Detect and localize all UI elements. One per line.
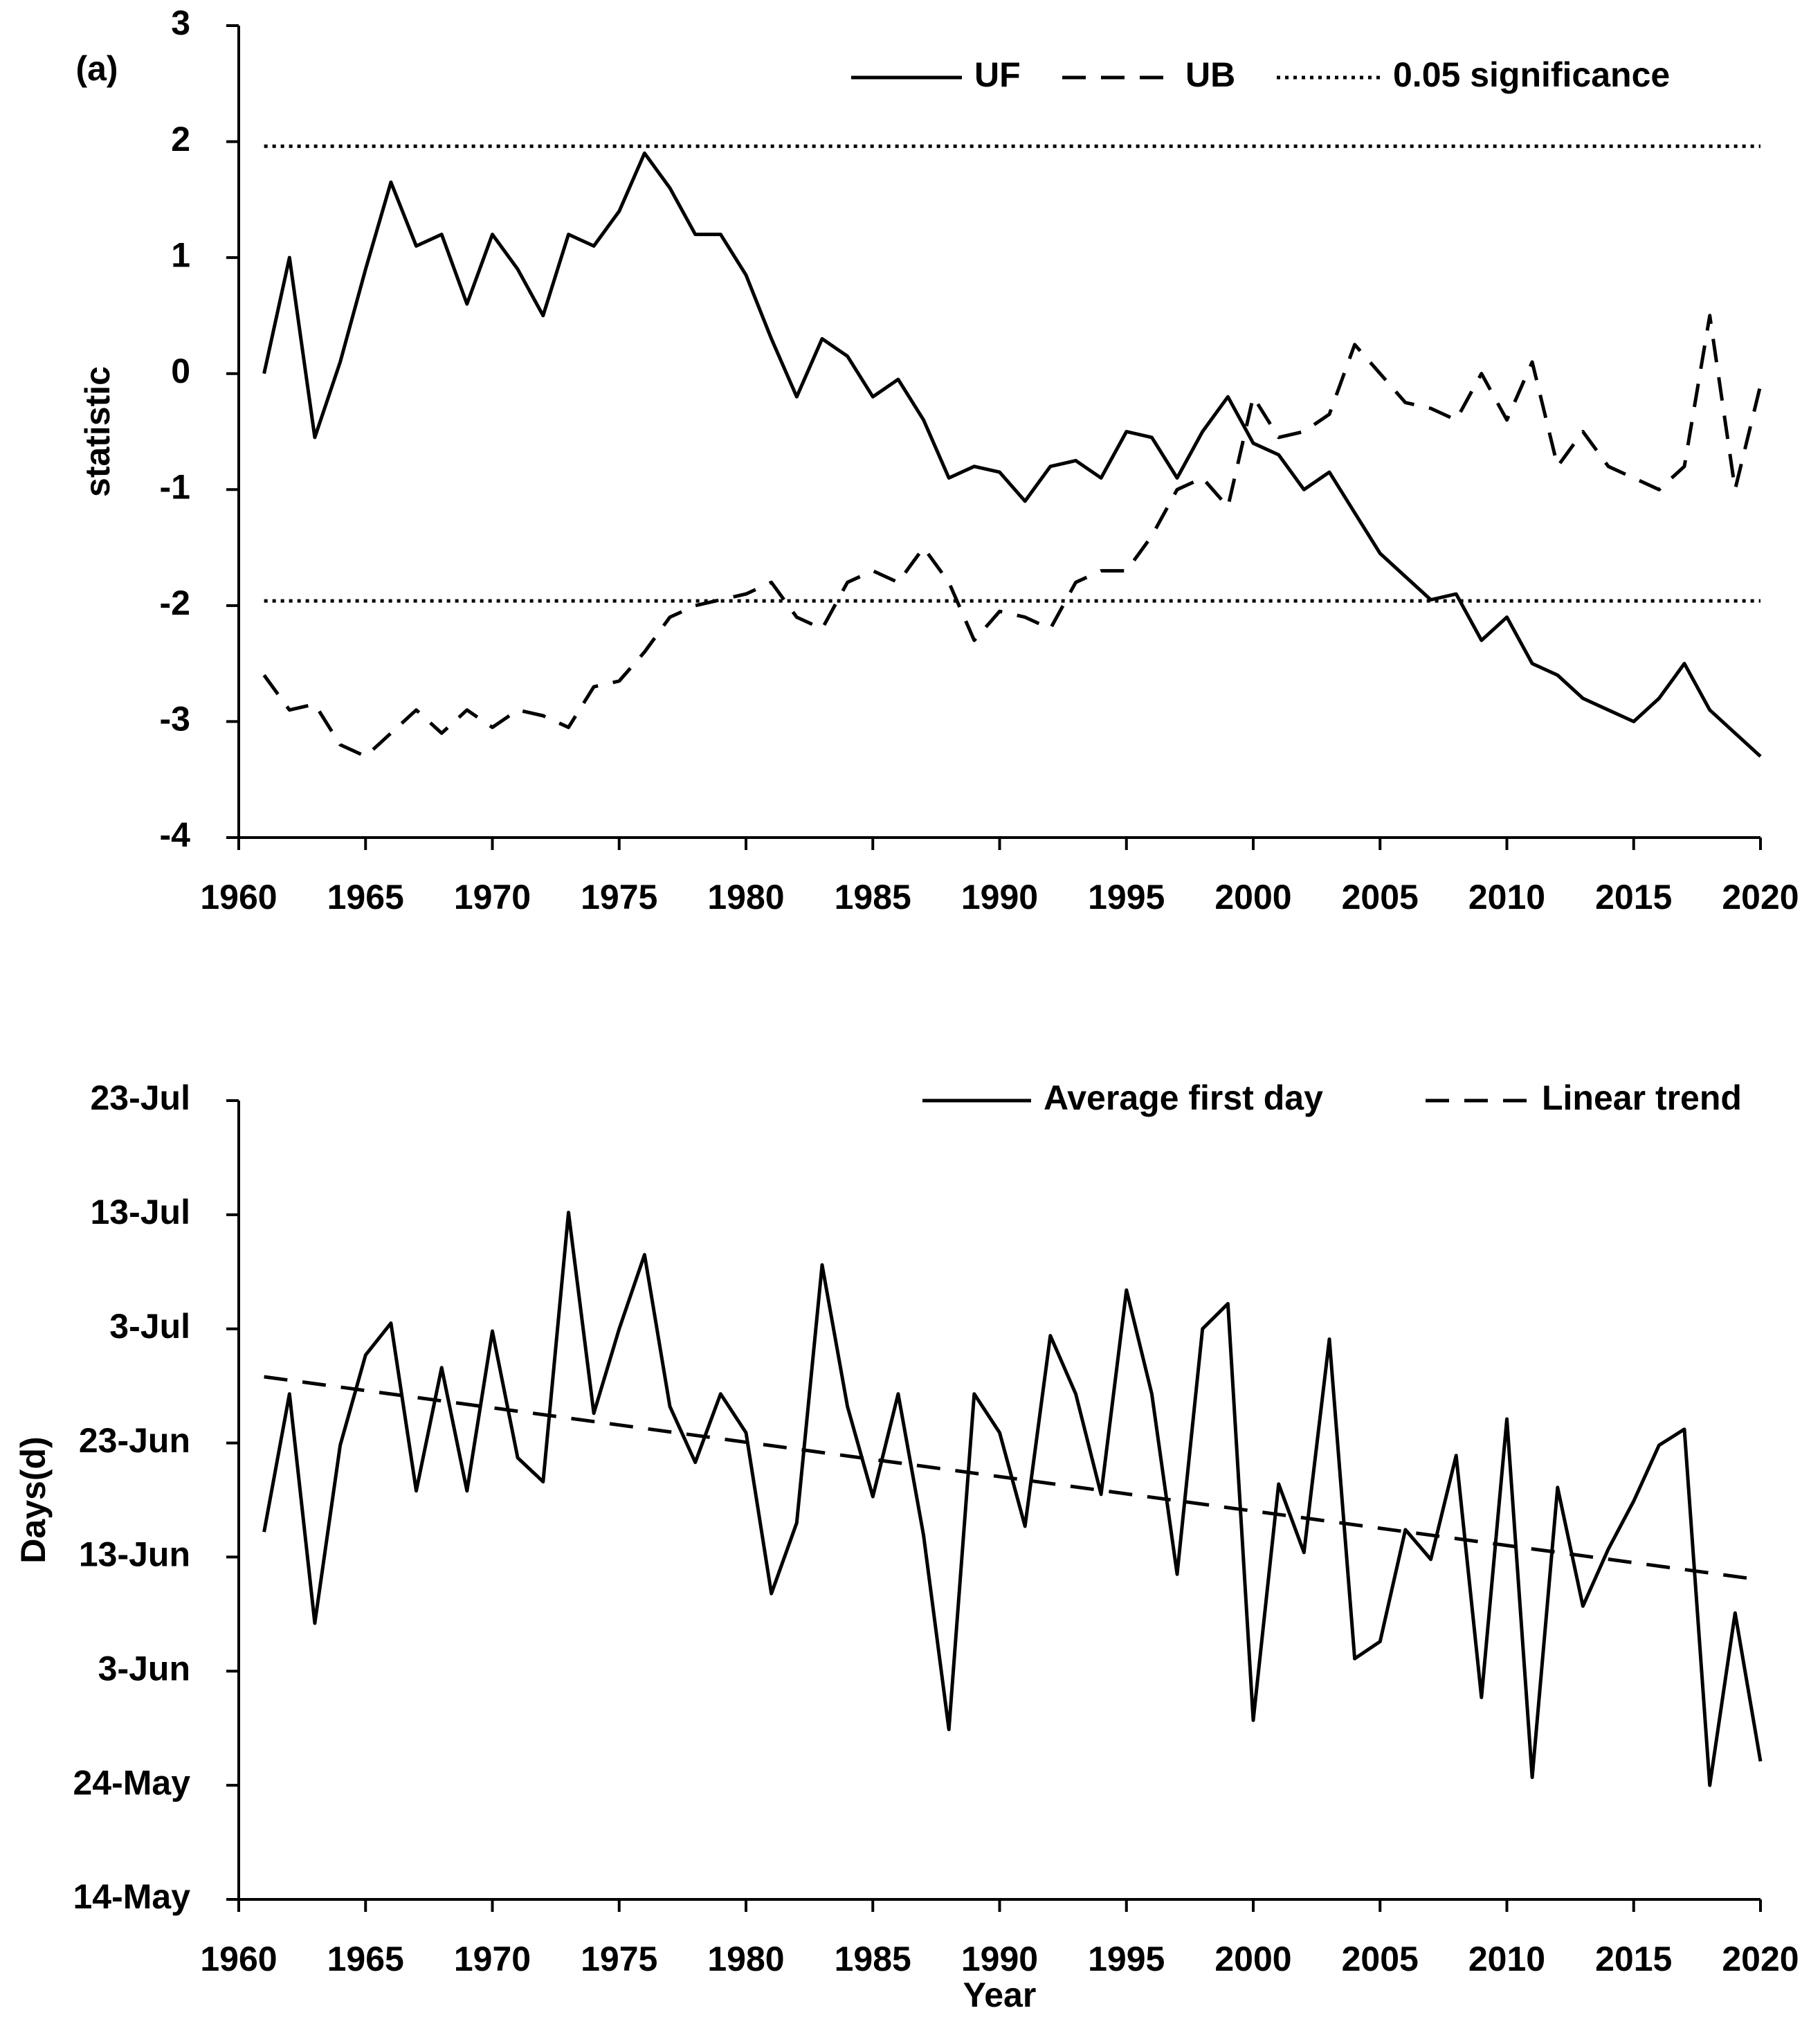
- legend-label: Average first day: [1044, 1078, 1323, 1117]
- y-tick-label: 13-Jul: [90, 1193, 190, 1231]
- y-axis-label: Days(d): [14, 1436, 53, 1563]
- x-tick-label: 1985: [835, 1940, 911, 1978]
- x-tick-label: 1970: [454, 878, 531, 916]
- x-tick-label: 1980: [707, 1940, 784, 1978]
- x-tick-label: 1965: [327, 1940, 404, 1978]
- legend-label: UB: [1185, 55, 1235, 94]
- y-tick-label: 0: [171, 352, 190, 390]
- y-tick-label: 1: [171, 235, 190, 274]
- y-tick-label: 23-Jul: [90, 1078, 190, 1117]
- y-tick-label: 3: [171, 3, 190, 42]
- y-tick-label: 3-Jul: [109, 1307, 190, 1346]
- y-tick-label: -1: [160, 467, 190, 506]
- x-tick-label: 2005: [1342, 1940, 1419, 1978]
- x-tick-label: 1980: [707, 878, 784, 916]
- x-tick-label: 2010: [1468, 1940, 1545, 1978]
- legend-label: 0.05 significance: [1393, 55, 1670, 94]
- x-tick-label: 2020: [1722, 878, 1799, 916]
- x-tick-label: 2015: [1595, 878, 1672, 916]
- series-line: [262, 314, 1763, 759]
- x-tick-label: 1975: [581, 878, 657, 916]
- legend-label: Linear trend: [1542, 1078, 1742, 1117]
- x-tick-label: 2010: [1468, 878, 1545, 916]
- series-line: [262, 1211, 1763, 1787]
- y-tick-label: 24-May: [73, 1763, 190, 1802]
- x-tick-label: 1965: [327, 878, 404, 916]
- x-tick-label: 1985: [835, 878, 911, 916]
- x-tick-label: 1995: [1088, 878, 1165, 916]
- x-tick-label: 2020: [1722, 1940, 1799, 1978]
- y-tick-label: 3-Jun: [98, 1649, 190, 1688]
- x-tick-label: 1975: [581, 1940, 657, 1978]
- x-tick-label: 1960: [200, 878, 277, 916]
- y-tick-label: -4: [160, 815, 191, 854]
- y-tick-label: 14-May: [73, 1877, 190, 1916]
- x-tick-label: 2005: [1342, 878, 1419, 916]
- x-tick-label: 1990: [961, 878, 1038, 916]
- x-tick-label: 1970: [454, 1940, 531, 1978]
- y-tick-label: 23-Jun: [79, 1421, 190, 1460]
- y-axis-label: statistic: [78, 366, 117, 497]
- x-tick-label: 1990: [961, 1940, 1038, 1978]
- panel-label: (a): [75, 49, 118, 88]
- x-tick-label: 2000: [1214, 878, 1291, 916]
- series-line: [262, 151, 1762, 758]
- x-tick-label: 1995: [1088, 1940, 1165, 1978]
- x-tick-label: 1960: [200, 1940, 277, 1978]
- series-line: [264, 1375, 1761, 1582]
- y-tick-label: -2: [160, 584, 190, 622]
- y-tick-label: 2: [171, 120, 190, 159]
- x-tick-label: 2000: [1214, 1940, 1291, 1978]
- y-tick-label: -3: [160, 700, 190, 739]
- x-axis-label: Year: [963, 1976, 1037, 2014]
- legend-label: UF: [974, 55, 1021, 94]
- y-tick-label: 13-Jun: [79, 1535, 190, 1574]
- x-tick-label: 2015: [1595, 1940, 1672, 1978]
